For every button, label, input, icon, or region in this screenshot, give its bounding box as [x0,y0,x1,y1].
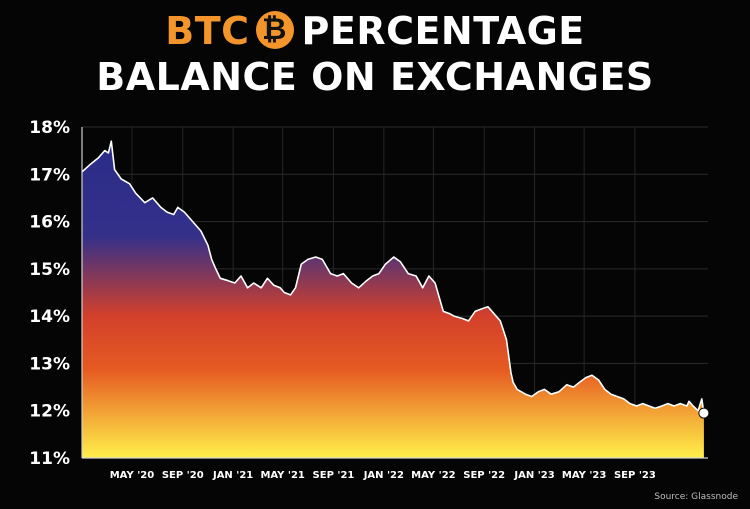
x-axis: MAY '20 SEP '20 JAN '21 MAY '21 SEP '21 JAN '… [82,457,708,481]
x-tick-label: MAY '21 [260,470,304,481]
x-tick-label: JAN '22 [363,470,404,481]
series-line [81,140,705,414]
x-tick-label: MAY '20 [110,470,154,481]
y-tick-label: 14% [29,307,70,327]
y-tick-label: 16% [29,213,70,233]
x-tick-label: SEP '21 [313,470,355,481]
title-brand: BTC [165,9,250,53]
y-tick-label: 13% [29,354,70,374]
x-tick-label: SEP '20 [162,470,204,481]
source-note: Source: Glassnode [654,492,738,502]
chart-title-line-1: BTC ₿ PERCENTAGE [0,9,750,53]
x-tick-label: SEP '23 [614,470,656,481]
bitcoin-icon: ₿ [255,11,294,49]
y-tick-label: 15% [29,260,70,280]
area-series [81,140,710,458]
y-tick-label: 11% [29,449,70,469]
y-tick-label: 12% [29,402,70,422]
x-tick-label: MAY '23 [562,470,606,481]
y-tick-label: 18% [29,118,70,138]
chart-title-line-2: BALANCE ON EXCHANGES [96,55,654,99]
area-fill [82,141,704,458]
title-line1-rest: PERCENTAGE [301,9,585,53]
y-tick-label: 17% [29,165,70,185]
end-point-marker [698,407,710,419]
y-axis: 11% 12% 13% 14% 15% 16% 17% 18% [29,118,83,469]
x-tick-label: JAN '21 [212,470,253,481]
x-tick-label: JAN '23 [513,470,554,481]
x-tick-label: MAY '22 [411,470,455,481]
x-tick-label: SEP '22 [463,470,505,481]
